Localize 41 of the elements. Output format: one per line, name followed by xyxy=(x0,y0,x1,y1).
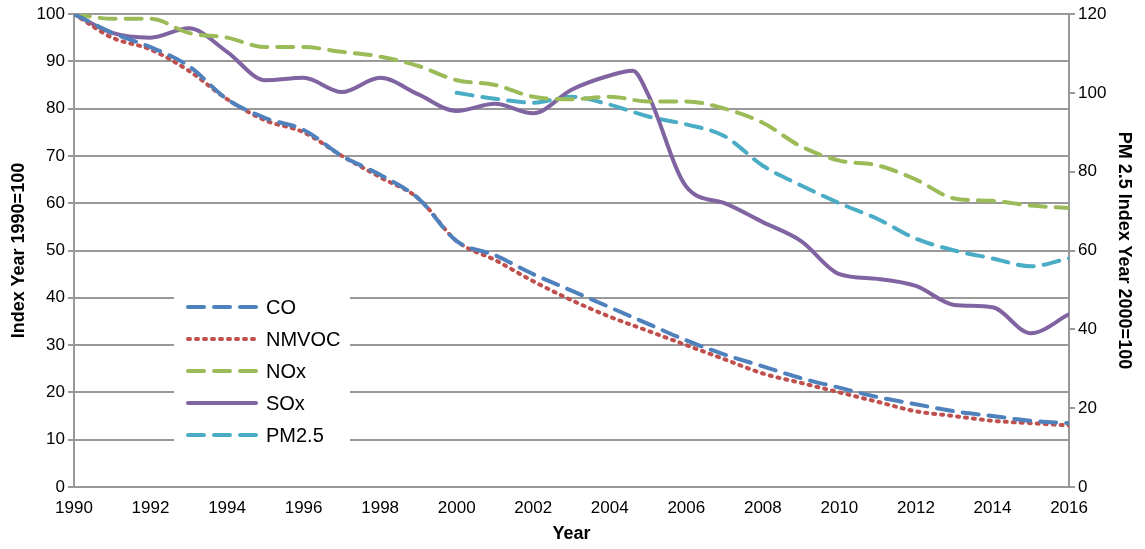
x-tick-label: 2010 xyxy=(820,497,859,517)
y-tick-label: 0 xyxy=(55,476,65,496)
x-tick-label: 2006 xyxy=(667,497,706,517)
legend-label: PM2.5 xyxy=(265,423,324,448)
x-tick-label: 1992 xyxy=(131,497,170,517)
y2-tick-label: 60 xyxy=(1078,240,1097,260)
x-axis-title: Year xyxy=(552,523,591,544)
y-tick-label: 30 xyxy=(46,334,65,354)
y-tick-label: 60 xyxy=(46,192,65,212)
y2-tick-label: 120 xyxy=(1078,3,1107,23)
y2-axis-title: PM 2.5 Index Year 2000=100 xyxy=(1115,131,1136,370)
y-tick-label: 20 xyxy=(46,382,65,402)
x-tick-label: 1998 xyxy=(361,497,400,517)
x-tick-label: 1990 xyxy=(55,497,93,517)
legend-label: CO xyxy=(265,295,296,320)
x-tick-label: 1996 xyxy=(284,497,323,517)
x-tick-label: 2002 xyxy=(514,497,553,517)
y-tick-label: 40 xyxy=(46,287,65,307)
y2-tick-label: 0 xyxy=(1078,476,1088,496)
y-tick-label: 10 xyxy=(46,429,65,449)
x-tick-label: 2016 xyxy=(1050,497,1088,517)
legend-label: NMVOC xyxy=(265,327,341,352)
y-tick-label: 80 xyxy=(46,98,65,118)
x-tick-label: 1994 xyxy=(208,497,246,517)
legend-label: SOx xyxy=(265,391,305,416)
y-axis-title: Index Year 1990=100 xyxy=(7,162,28,339)
legend-label: NOx xyxy=(265,359,306,384)
x-tick-label: 2008 xyxy=(743,497,782,517)
y2-tick-label: 80 xyxy=(1078,161,1097,181)
y-tick-label: 100 xyxy=(36,3,65,23)
y-tick-label: 90 xyxy=(46,50,65,70)
x-tick-label: 2000 xyxy=(437,497,476,517)
y-tick-label: 70 xyxy=(46,145,65,165)
y2-tick-label: 20 xyxy=(1078,397,1097,417)
x-tick-label: 2014 xyxy=(973,497,1012,517)
x-tick-label: 2012 xyxy=(897,497,935,517)
x-tick-label: 2004 xyxy=(590,497,629,517)
line-series xyxy=(454,90,1070,269)
y2-tick-label: 40 xyxy=(1078,319,1097,339)
y2-tick-label: 100 xyxy=(1078,82,1107,102)
y-tick-label: 50 xyxy=(46,240,65,260)
